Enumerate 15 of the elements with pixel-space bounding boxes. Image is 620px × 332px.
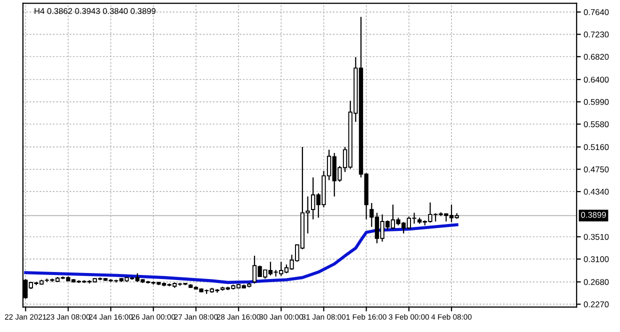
y-tick-label: 0.4750 xyxy=(584,166,609,172)
y-tick-label: 0.6820 xyxy=(584,54,609,60)
y-tick-label: 0.5160 xyxy=(584,144,609,150)
y-tick-label: 0.3100 xyxy=(584,256,609,262)
y-tick-label: 0.6400 xyxy=(584,76,609,83)
y-tick-label: 0.5580 xyxy=(584,121,609,128)
y-tick-label: 0.4340 xyxy=(584,188,609,195)
y-tick-label: 0.7230 xyxy=(584,32,609,38)
y-tick-label: 0.3510 xyxy=(584,234,609,240)
ref-line-label: 0.3899 xyxy=(581,212,606,218)
y-tick-label: 0.2680 xyxy=(584,279,609,286)
y-tick-label: 0.2270 xyxy=(584,301,609,308)
chart-title: H4 0.3862 0.3943 0.3840 0.3899 xyxy=(34,8,156,14)
y-tick-label: 0.5990 xyxy=(584,99,609,105)
y-tick-label: 0.7640 xyxy=(584,9,609,16)
